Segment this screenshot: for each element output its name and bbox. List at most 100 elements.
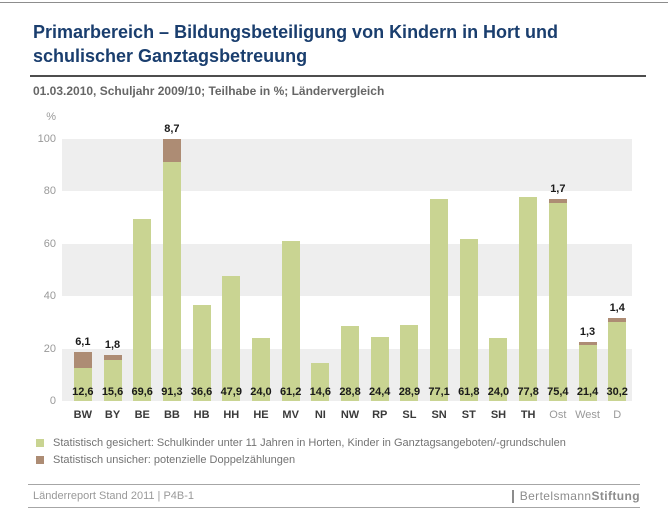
bar-value-label: 24,4 [369, 386, 391, 398]
title-divider [30, 75, 646, 77]
bar-secure-segment [341, 325, 360, 401]
y-tick-label: 100 [37, 133, 56, 145]
bar-secure-segment [311, 362, 330, 401]
bar-value-label: 36,6 [190, 386, 213, 398]
x-axis-label-th: TH [520, 409, 536, 421]
bar-group-he: 24,0 HE [246, 139, 276, 421]
x-axis-label-by: BY [104, 409, 121, 421]
x-axis-label-he: HE [253, 409, 269, 421]
bar-uncertain-value-label: 1,7 [550, 183, 566, 195]
bar-group-sn: 77,1 SN [424, 139, 454, 421]
legend-item-secure: Statistisch gesichert: Schulkinder unter… [36, 437, 566, 449]
bar-secure-segment [578, 344, 597, 401]
bar-group-th: 77,8 TH [513, 139, 543, 421]
bar-group-hb: 36,6 HB [187, 139, 217, 421]
legend-swatch-uncertain [36, 456, 44, 464]
x-axis-label-sh: SH [490, 409, 507, 421]
legend-label-secure: Statistisch gesichert: Schulkinder unter… [53, 437, 566, 449]
bar-group-ost: 1,7 75,4 Ost [543, 139, 573, 421]
bar-group-rp: 24,4 RP [365, 139, 395, 421]
bar-secure-segment [548, 203, 567, 401]
legend-item-uncertain: Statistisch unsicher: potenzielle Doppel… [36, 454, 566, 466]
x-axis-label-hb: HB [193, 409, 210, 421]
x-axis-label-nw: NW [340, 409, 360, 421]
x-axis-label-ni: NI [314, 409, 326, 421]
bar-secure-segment [489, 338, 508, 401]
bar-uncertain-segment [162, 139, 181, 162]
bars-container: 6,1 12,6 BW 1,8 15,6 BY 69,6 BE 8,7 91,3 BB 36,6 HB 4… [62, 123, 632, 421]
bertelsmann-stiftung-logo: BertelsmannStiftung [511, 489, 640, 503]
legend: Statistisch gesichert: Schulkinder unter… [36, 437, 566, 471]
bar-group-be: 69,6 BE [127, 139, 157, 421]
footer-report-label: Länderreport Stand 2011 | P4B-1 [33, 490, 195, 502]
bar-uncertain-value-label: 1,4 [609, 302, 625, 315]
bar-value-label: 61,8 [458, 386, 480, 398]
bar-group-sh: 24,0 SH [484, 139, 514, 421]
bar-uncertain-value-label: 6,1 [75, 336, 91, 349]
bar-group-ni: 14,6 NI [306, 139, 336, 421]
footer-divider-bottom [28, 507, 640, 508]
y-tick-label: 80 [43, 185, 56, 198]
y-tick-label: 20 [43, 342, 56, 355]
bar-value-label: 61,2 [279, 386, 302, 398]
legend-swatch-secure [36, 439, 44, 447]
bar-uncertain-value-label: 1,8 [104, 339, 121, 352]
bar-value-label: 75,4 [547, 386, 569, 398]
bar-secure-segment [459, 239, 478, 401]
bar-value-label: 77,1 [428, 386, 450, 398]
bar-group-sl: 28,9 SL [395, 139, 425, 421]
bar-group-by: 1,8 15,6 BY [98, 139, 128, 421]
legend-label-uncertain: Statistisch unsicher: potenzielle Doppel… [53, 454, 296, 466]
bar-secure-segment [430, 199, 449, 401]
bar-value-label: 77,8 [517, 386, 539, 398]
x-axis-label-st: ST [461, 409, 476, 421]
bar-group-bb: 8,7 91,3 BB [157, 123, 187, 421]
bar-group-mv: 61,2 MV [276, 139, 306, 421]
bar-group-west: 1,3 21,4 West [573, 139, 603, 421]
footer-divider-top [28, 484, 640, 485]
x-axis-label-be: BE [134, 409, 150, 421]
bar-uncertain-segment [548, 199, 567, 204]
bar-value-label: 30,2 [606, 386, 628, 398]
grid-band [62, 139, 632, 192]
bar-group-nw: 28,8 NW [335, 139, 365, 421]
y-axis-unit-label: % [46, 111, 56, 123]
bar-group-d: 1,4 30,2 D [602, 139, 632, 421]
y-tick-label: 60 [43, 237, 56, 250]
bar-uncertain-value-label: 8,7 [164, 123, 180, 135]
bar-value-label: 24,0 [487, 386, 510, 398]
plot-area: 6,1 12,6 BW 1,8 15,6 BY 69,6 BE 8,7 91,3 BB 36,6 HB 4… [62, 123, 632, 421]
bar-secure-segment [281, 240, 300, 401]
bar-secure-segment [222, 275, 241, 401]
page-title: Primarbereich – Bildungsbeteiligung von … [33, 22, 559, 66]
bar-secure-segment [400, 325, 419, 401]
x-axis-label-sl: SL [402, 409, 417, 421]
logo-bar-icon [511, 489, 514, 503]
bar-group-st: 61,8 ST [454, 139, 484, 421]
bar-uncertain-segment [608, 318, 627, 322]
x-axis-label-bb: BB [163, 409, 180, 421]
x-axis-label-ost: Ost [549, 409, 567, 421]
bar-value-label: 28,8 [339, 386, 361, 398]
y-tick-label: 40 [43, 290, 56, 303]
bar-uncertain-segment [578, 341, 597, 345]
bar-secure-segment [251, 338, 270, 401]
bar-value-label: 24,0 [250, 386, 272, 398]
bar-secure-segment [73, 368, 92, 401]
x-axis-label-rp: RP [372, 409, 388, 421]
bar-group-bw: 6,1 12,6 BW [68, 139, 98, 421]
bar-group-hh: 47,9 HH [216, 139, 246, 421]
x-axis-label-hh: HH [223, 409, 240, 421]
bar-value-label: 28,9 [398, 386, 421, 398]
y-axis: 0 20 40 60 80 100 [18, 133, 56, 407]
bar-value-label: 15,6 [101, 386, 124, 398]
top-border [0, 2, 668, 3]
bar-secure-segment [370, 337, 389, 401]
x-axis-label-mv: MV [282, 409, 299, 421]
bar-uncertain-segment [103, 355, 122, 361]
bar-secure-segment [192, 305, 211, 401]
chart-subtitle: 01.03.2010, Schuljahr 2009/10; Teilhabe … [33, 84, 385, 98]
y-tick-label: 0 [49, 395, 56, 407]
x-axis-label-d: D [613, 409, 622, 421]
